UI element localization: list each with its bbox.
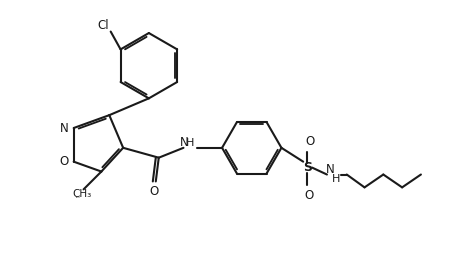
Text: O: O	[59, 155, 69, 168]
Text: H: H	[186, 138, 195, 148]
Text: N: N	[180, 136, 189, 149]
Text: O: O	[149, 185, 159, 198]
Text: N: N	[59, 121, 68, 134]
Text: H: H	[332, 174, 340, 184]
Text: methyl: methyl	[76, 197, 81, 198]
Text: S: S	[303, 161, 312, 174]
Text: O: O	[305, 135, 315, 148]
Text: CH₃: CH₃	[72, 189, 91, 199]
Text: O: O	[304, 189, 314, 202]
Text: Cl: Cl	[97, 19, 109, 32]
Text: N: N	[325, 163, 334, 176]
